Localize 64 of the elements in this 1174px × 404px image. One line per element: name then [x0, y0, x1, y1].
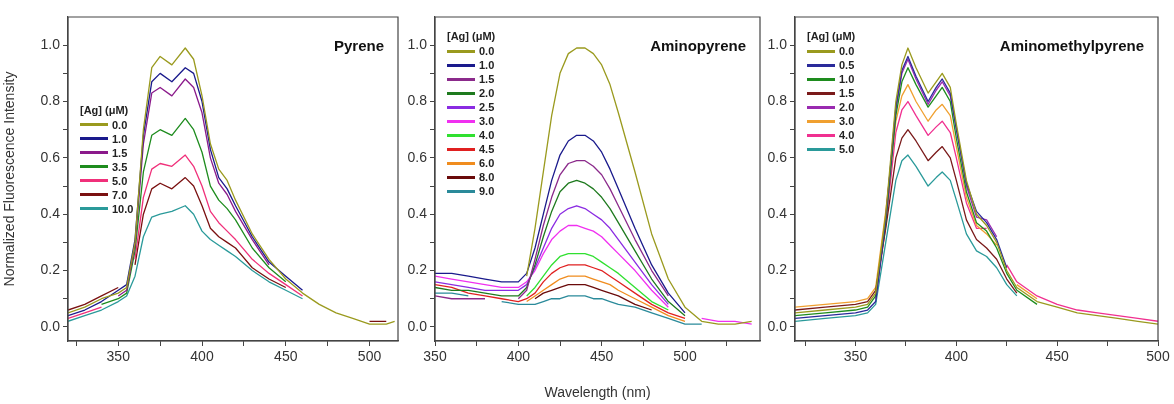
legend-label: 4.0	[479, 128, 495, 142]
legend-label: 8.0	[479, 170, 495, 184]
legend-label: 1.5	[839, 86, 855, 100]
y-tick-label: 0.6	[767, 148, 788, 165]
legend-label: 6.0	[479, 156, 495, 170]
legend-label: 7.0	[112, 187, 128, 202]
y-tick-label: 1.0	[767, 36, 788, 53]
y-tick-label: 0.2	[40, 261, 61, 278]
y-tick-label: 0.6	[40, 148, 61, 165]
legend-label: 3.0	[839, 114, 855, 128]
y-tick-label: 0.8	[40, 92, 61, 109]
text: Aminomethylpyrene	[999, 36, 1144, 54]
x-tick-label: 400	[944, 348, 969, 365]
x-axis-title: Wavelength (nm)	[544, 384, 651, 401]
legend-label: 0.0	[479, 44, 495, 58]
legend-label: 1.0	[839, 72, 855, 86]
legend-title: [Ag] (μM)	[447, 29, 496, 43]
y-tick-label: 0.2	[767, 261, 788, 278]
x-tick-label: 450	[589, 348, 614, 365]
x-tick-label: 350	[423, 348, 447, 365]
y-axis-title: Normalized Fluorescence Intensity	[1, 71, 18, 287]
y-tick-label: 0.0	[40, 317, 61, 334]
legend-label: 9.0	[479, 184, 495, 198]
legend-label: 4.0	[839, 128, 855, 142]
legend-label: 3.0	[479, 114, 495, 128]
legend-title: [Ag] (μM)	[807, 29, 856, 43]
x-tick-label: 400	[506, 348, 531, 365]
y-tick-label: 0.4	[767, 205, 788, 222]
y-tick-label: 0.2	[407, 261, 428, 278]
legend-label: 0.0	[112, 117, 128, 132]
legend-label: 4.5	[479, 142, 495, 156]
x-tick-label: 450	[1045, 348, 1070, 365]
x-tick-label: 350	[843, 348, 868, 365]
x-tick-label: 450	[274, 348, 298, 365]
text: Pyrene	[333, 36, 384, 54]
y-tick-label: 1.0	[40, 36, 61, 53]
legend-label: 0.0	[839, 44, 855, 58]
x-tick-label: 350	[106, 348, 131, 365]
legend-label: 2.5	[479, 100, 495, 114]
legend-label: 2.0	[839, 100, 855, 114]
legend-label: 5.0	[839, 142, 855, 156]
y-tick-label: 1.0	[407, 36, 428, 53]
x-tick-label: 500	[357, 348, 382, 365]
legend-label: 0.5	[839, 58, 855, 72]
legend-label: 2.0	[479, 86, 495, 100]
legend-label: 3.5	[112, 159, 128, 174]
legend-label: 5.0	[112, 173, 128, 188]
legend-label: 1.0	[112, 131, 128, 146]
y-tick-label: 0.8	[767, 92, 788, 109]
x-tick-label: 500	[673, 348, 697, 365]
y-tick-label: 0.4	[40, 205, 61, 222]
legend-label: 10.0	[112, 201, 134, 216]
x-tick-label: 400	[190, 348, 214, 365]
y-tick-label: 0.8	[407, 92, 428, 109]
y-tick-label: 0.0	[407, 317, 428, 334]
y-tick-label: 0.6	[407, 148, 428, 165]
legend-label: 1.5	[479, 72, 495, 86]
y-tick-label: 0.0	[767, 317, 788, 334]
legend-label: 1.5	[112, 145, 128, 160]
legend-label: 1.0	[479, 58, 495, 72]
y-tick-label: 0.4	[407, 205, 428, 222]
legend-title: [Ag] (μM)	[80, 102, 130, 117]
text: Aminopyrene	[650, 36, 746, 54]
x-tick-label: 500	[1146, 348, 1170, 365]
